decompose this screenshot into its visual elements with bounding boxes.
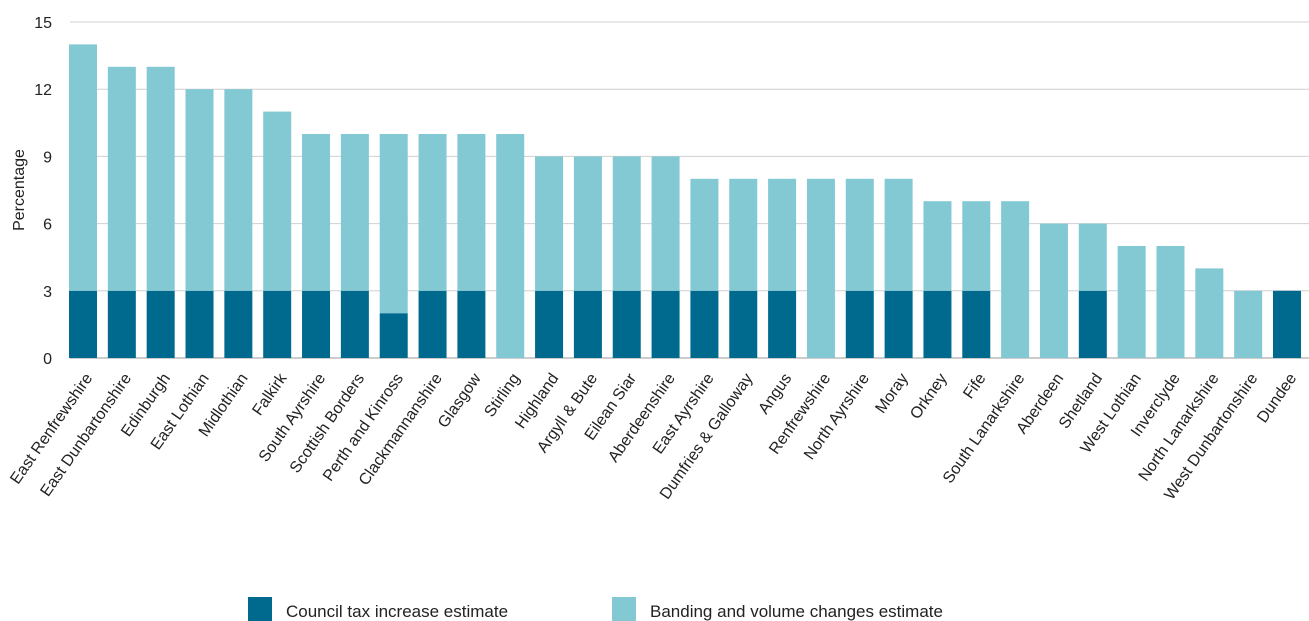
bar-council-tax [612,290,641,358]
y-tick-label: 12 [34,82,52,99]
x-tick-label: Angus [755,371,795,418]
bar-council-tax [418,290,447,358]
bar-council-tax [690,290,719,358]
bar-banding [806,178,835,358]
bar-council-tax [1273,290,1301,358]
bar-council-tax [302,290,331,358]
y-tick-label: 6 [43,217,52,234]
bar-banding [1234,290,1263,358]
bar-council-tax [845,290,874,358]
legend-swatch-council-tax [248,597,272,621]
bar-banding [768,178,797,291]
bar-banding [729,178,758,291]
bar-banding [573,156,602,291]
legend-label-council-tax: Council tax increase estimate [286,602,508,621]
bar-banding [1001,201,1030,358]
bar-council-tax [884,290,913,358]
y-tick-label: 3 [43,284,52,301]
y-tick-label: 0 [43,351,52,368]
bar-banding [884,178,913,291]
bar-council-tax [146,290,175,358]
bar-council-tax [224,290,253,358]
bar-banding [612,156,641,291]
bar-banding [1156,246,1185,358]
bar-council-tax [573,290,602,358]
x-tick-label: Stirling [482,371,524,421]
bar-banding [1078,223,1107,291]
y-tick-label: 15 [34,15,52,32]
y-axis-title: Percentage [11,149,28,231]
bar-banding [185,89,214,291]
bar-council-tax [107,290,136,358]
bar-council-tax [768,290,797,358]
bar-banding [146,66,175,291]
bar-council-tax [379,313,408,358]
bar-banding [535,156,564,291]
bar-council-tax [185,290,214,358]
bar-banding [302,134,331,291]
bar-banding [457,134,486,291]
bar-banding [69,44,97,291]
x-tick-label: Fife [960,370,989,402]
y-axis-ticks: 0 3 6 9 12 15 [34,15,52,368]
bar-council-tax [535,290,564,358]
bar-banding [1195,268,1224,358]
y-tick-label: 9 [43,149,52,166]
x-tick-label: Dundee [1254,370,1300,426]
bar-council-tax [457,290,486,358]
legend-swatch-banding [612,597,636,621]
bar-banding [379,134,408,314]
bar-banding [1117,246,1146,358]
bar-banding [224,89,253,291]
bar-banding [845,178,874,291]
x-tick-label: Orkney [907,371,951,423]
bar-banding [263,111,292,291]
bar-council-tax [651,290,680,358]
bar-banding [690,178,719,291]
bar-banding [651,156,680,291]
x-tick-label: Moray [872,371,911,417]
bar-banding [496,134,525,358]
bar-banding [962,201,991,291]
bar-council-tax [1078,290,1107,358]
legend-label-banding: Banding and volume changes estimate [650,602,943,621]
x-tick-label: Falkirk [250,370,292,419]
bar-council-tax [263,290,292,358]
bar-council-tax [962,290,991,358]
bar-banding [923,201,952,291]
bar-council-tax [923,290,952,358]
bar-banding [1039,223,1068,358]
bar-council-tax [729,290,758,358]
bar-banding [340,134,369,291]
bar-council-tax [340,290,369,358]
bars [69,44,1301,358]
bar-banding [418,134,447,291]
bar-banding [107,66,136,291]
legend: Council tax increase estimate Banding an… [248,597,943,621]
bar-council-tax [69,290,97,358]
